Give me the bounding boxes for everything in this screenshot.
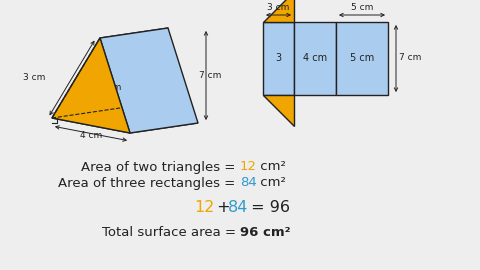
Bar [336,22,388,95]
Text: Area of two triangles =: Area of two triangles = [82,160,240,174]
Polygon shape [52,38,130,133]
Text: 5 cm: 5 cm [99,83,121,93]
Polygon shape [263,0,294,22]
Text: 7 cm: 7 cm [399,53,421,62]
Polygon shape [100,28,198,133]
Polygon shape [52,108,198,133]
Polygon shape [52,28,168,118]
Text: 12: 12 [194,200,215,214]
Bar [294,22,336,95]
Text: 4 cm: 4 cm [80,131,102,140]
Text: cm²: cm² [256,160,286,174]
Text: 3 cm: 3 cm [23,73,45,83]
Text: 5 cm: 5 cm [351,4,373,12]
Bar [263,22,294,95]
Text: 4 cm: 4 cm [303,53,327,63]
Text: 3: 3 [275,53,281,63]
Text: = 96: = 96 [246,200,290,214]
Text: +: + [212,200,236,214]
Text: 96 cm²: 96 cm² [240,225,290,238]
Text: 3 cm: 3 cm [267,4,289,12]
Text: 7 cm: 7 cm [199,70,221,79]
Text: Area of three rectangles =: Area of three rectangles = [59,177,240,190]
Polygon shape [263,95,294,126]
Text: 5 cm: 5 cm [350,53,374,63]
Text: Total surface area =: Total surface area = [102,225,240,238]
Text: 84: 84 [228,200,248,214]
Text: 12: 12 [240,160,257,174]
Text: cm²: cm² [256,177,286,190]
Text: 84: 84 [240,177,257,190]
